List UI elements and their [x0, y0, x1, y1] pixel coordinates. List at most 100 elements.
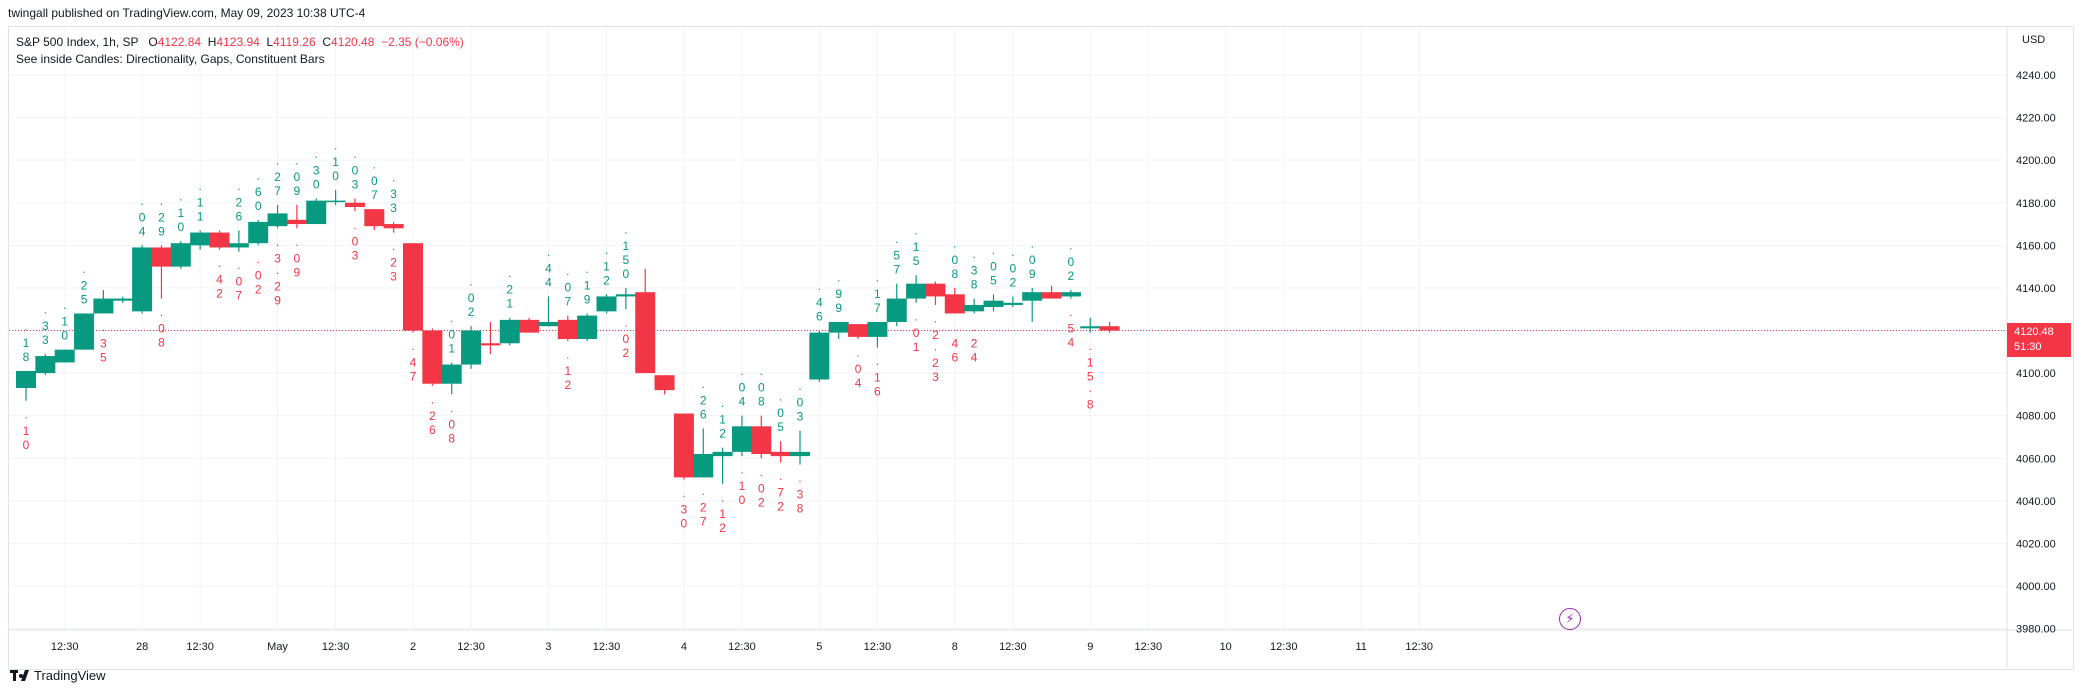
bar-count-label: 2: [468, 305, 475, 319]
bar-count-label: 3: [797, 488, 804, 502]
candle-body: [267, 213, 288, 227]
bar-count-label: 3: [274, 251, 281, 265]
candle-body: [906, 283, 927, 299]
bar-count-label: 4: [410, 356, 417, 370]
bar-count-label: ·: [1030, 239, 1034, 253]
candle-body: [364, 209, 385, 227]
bar-count-label: ·: [875, 357, 879, 371]
bar-count-label: 4: [816, 296, 823, 310]
bar-count-label: 6: [816, 310, 823, 324]
bar-count-label: ·: [701, 486, 705, 500]
bar-count-label: ·: [450, 313, 454, 327]
bar-count-label: 4: [545, 261, 552, 275]
candle-body: [325, 200, 346, 203]
bar-count-label: 9: [274, 293, 281, 307]
chart-frame: [8, 26, 2074, 670]
bar-count-label: 0: [990, 259, 997, 273]
indicator-name[interactable]: See inside Candles: Directionality, Gaps…: [16, 52, 325, 66]
price-tick-label: 4000.00: [2016, 581, 2056, 593]
bar-count-label: 2: [603, 273, 610, 287]
bar-count-label: 1: [719, 507, 726, 521]
time-tick-label: 12:30: [728, 641, 756, 653]
bar-count-label: 7: [893, 263, 900, 277]
bar-count-label: 7: [564, 295, 571, 309]
bar-count-label: 1: [197, 195, 204, 209]
bar-count-label: 0: [797, 396, 804, 410]
bar-count-label: ·: [140, 196, 144, 210]
lightning-bolt-icon[interactable]: ⚡: [1559, 608, 1581, 630]
price-tick-label: 4200.00: [2016, 155, 2056, 167]
bar-count-label: 0: [623, 267, 630, 281]
candle-body: [93, 298, 114, 314]
time-tick-label: 4: [681, 641, 687, 653]
time-tick-label: 12:30: [1405, 641, 1433, 653]
bar-count-label: 8: [797, 502, 804, 516]
tradingview-brand[interactable]: TradingView: [10, 668, 106, 683]
candle-body: [751, 426, 772, 454]
bar-count-label: 3: [932, 370, 939, 384]
grid-lines: [9, 27, 2072, 668]
time-tick-label: 12:30: [457, 641, 485, 653]
bar-count-label: ·: [992, 245, 996, 259]
bar-count-label: ·: [798, 474, 802, 488]
bar-count-label: ·: [566, 350, 570, 364]
bar-count-label: 8: [448, 431, 455, 445]
symbol-name[interactable]: S&P 500 Index, 1h, SP: [16, 35, 139, 49]
last-price-value: 4120.48: [2014, 325, 2054, 338]
bar-count-label: 0: [177, 220, 184, 234]
bar-count-label: ·: [740, 367, 744, 381]
price-tick-label: 4160.00: [2016, 240, 2056, 252]
candle-body: [809, 332, 830, 380]
bar-count-label: 7: [236, 289, 243, 303]
price-tick-label: 4180.00: [2016, 198, 2056, 210]
bar-count-label: ·: [63, 301, 67, 315]
bar-count-label: 0: [564, 281, 571, 295]
bar-count-label: ·: [914, 226, 918, 240]
bar-count-label: 6: [429, 423, 436, 437]
bar-count-label: 5: [913, 254, 920, 268]
bar-count-label: 1: [623, 239, 630, 253]
bar-count-label: 0: [951, 253, 958, 267]
candle-body: [886, 298, 907, 322]
bar-count-label: 2: [1010, 275, 1017, 289]
candle-body: [1041, 292, 1062, 299]
bar-count-label: ·: [701, 379, 705, 393]
candle-body: [54, 349, 75, 363]
bar-count-label: ·: [24, 410, 28, 424]
candle-body: [74, 313, 95, 350]
bar-count-label: 0: [1029, 253, 1036, 267]
bar-count-label: 0: [681, 517, 688, 531]
candle-body: [403, 243, 423, 331]
candle-body: [344, 202, 365, 208]
candle-body: [557, 319, 578, 340]
bar-count-label: 2: [719, 427, 726, 441]
bar-count-label: ·: [779, 392, 783, 406]
bar-count-label: ·: [546, 247, 550, 261]
bar-count-label: ·: [585, 264, 589, 278]
price-tick-label: 4020.00: [2016, 538, 2056, 550]
bar-count-label: ·: [198, 181, 202, 195]
bar-count-label: 6: [700, 407, 707, 421]
bar-count-label: 4: [1068, 336, 1075, 350]
bar-count-label: ·: [837, 273, 841, 287]
bar-count-label: 4: [739, 395, 746, 409]
candle-body: [441, 364, 462, 384]
bar-count-label: 2: [932, 328, 939, 342]
candle-body: [209, 232, 230, 248]
candle-body: [944, 294, 965, 314]
bar-count-label: 0: [23, 438, 30, 452]
bar-count-label: 3: [390, 270, 397, 284]
bar-count-label: ·: [256, 254, 260, 268]
time-tick-label: 12:30: [1135, 641, 1163, 653]
price-tick-label: 4080.00: [2016, 411, 2056, 423]
time-axis-ticks: 12:30 28 12:30 May 12:30 2 12:30 3 12:30 4 12:30 5 1…: [51, 641, 1433, 653]
bar-count-label: 2: [700, 500, 707, 514]
bar-count-label: ·: [24, 322, 28, 336]
bar-count-label: 0: [255, 268, 262, 282]
bar-count-label: 6: [951, 350, 958, 364]
bar-count-label: 3: [390, 201, 397, 215]
bar-count-label: 0: [294, 251, 301, 265]
bar-count-label: 8: [1087, 398, 1094, 412]
bar-count-label: 2: [506, 283, 513, 297]
